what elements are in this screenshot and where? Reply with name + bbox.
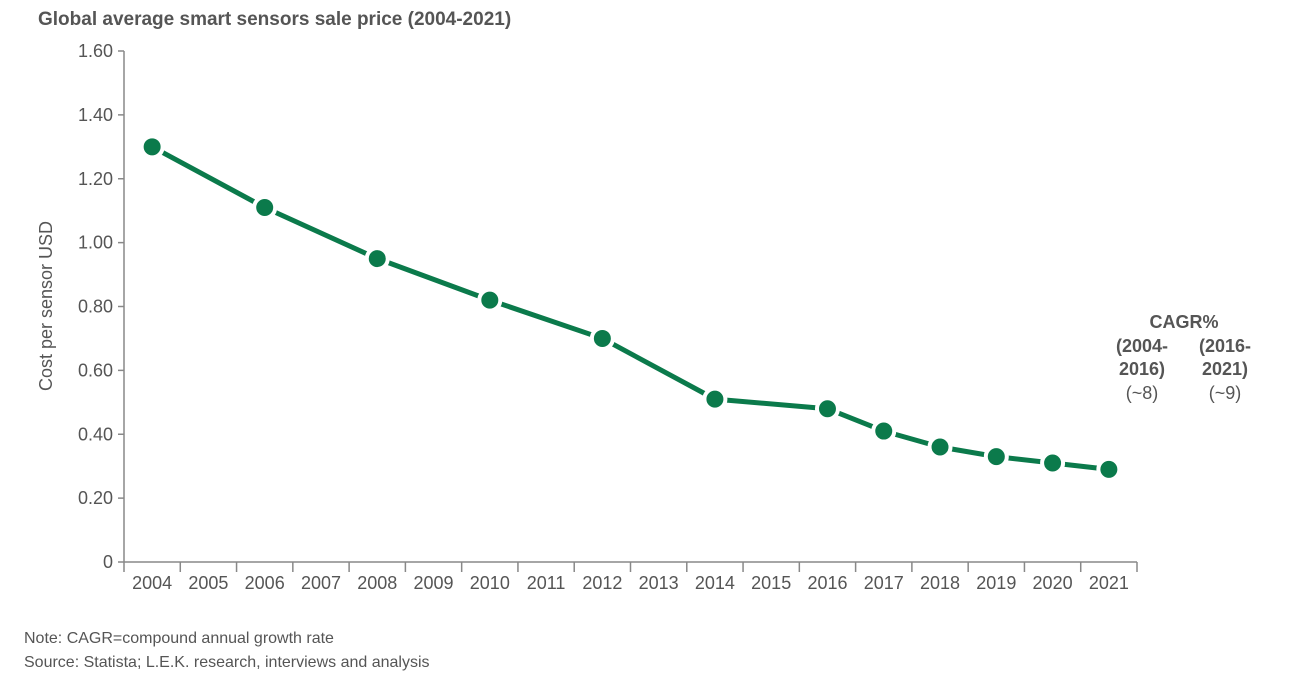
data-point: [364, 246, 390, 272]
data-point: [871, 418, 897, 444]
y-tick-label: 1.20: [78, 169, 113, 189]
cagr-period2-end: 2021): [1202, 359, 1248, 379]
x-tick-label: 2012: [582, 573, 622, 593]
data-point: [252, 194, 278, 220]
data-point: [814, 396, 840, 422]
data-point: [702, 386, 728, 412]
x-tick-label: 2017: [864, 573, 904, 593]
x-tick-label: 2008: [357, 573, 397, 593]
data-point: [139, 134, 165, 160]
y-tick-label: 0: [103, 552, 113, 572]
y-tick-label: 0.20: [78, 488, 113, 508]
x-tick-label: 2004: [132, 573, 172, 593]
data-point: [927, 434, 953, 460]
y-tick-label: 1.40: [78, 105, 113, 125]
cagr-period1-end: 2016): [1119, 359, 1165, 379]
source-text: Source: Statista; L.E.K. research, inter…: [24, 654, 430, 671]
cagr-period1-start: (2004-: [1116, 336, 1168, 356]
data-point: [477, 287, 503, 313]
x-tick-label: 2020: [1033, 573, 1073, 593]
x-tick-label: 2009: [414, 573, 454, 593]
data-point: [1040, 450, 1066, 476]
y-axis-label: Cost per sensor USD: [36, 221, 56, 391]
y-tick-label: 1.00: [78, 233, 113, 253]
x-tick-label: 2011: [527, 573, 566, 593]
data-point: [983, 444, 1009, 470]
x-tick-label: 2015: [751, 573, 791, 593]
series: [139, 134, 1122, 482]
x-tick-label: 2005: [188, 573, 228, 593]
series-line: [150, 144, 1110, 472]
note-text: Note: CAGR=compound annual growth rate: [24, 630, 334, 647]
axes: [118, 50, 1138, 572]
y-tick-label: 0.40: [78, 424, 113, 444]
x-tick-label: 2010: [470, 573, 510, 593]
cagr-period2-value: (~9): [1209, 383, 1242, 403]
data-point: [589, 325, 615, 351]
x-tick-label: 2014: [695, 573, 735, 593]
x-tick-label: 2018: [920, 573, 960, 593]
x-tick-label: 2021: [1089, 573, 1129, 593]
cagr-period1-value: (~8): [1126, 383, 1159, 403]
x-tick-label: 2007: [301, 573, 341, 593]
y-tick-label: 1.60: [78, 41, 113, 61]
chart-title: Global average smart sensors sale price …: [38, 9, 512, 30]
cagr-heading: CAGR%: [1149, 312, 1218, 332]
y-tick-label: 0.80: [78, 297, 113, 317]
tick-labels: 0 0.20 0.40 0.60 0.80 1.00 1.20 1.40 1.60 2004 200…: [78, 41, 1129, 593]
cagr-period2-start: (2016-: [1199, 336, 1251, 356]
data-point: [1096, 456, 1122, 482]
y-tick-label: 0.60: [78, 360, 113, 380]
x-tick-label: 2006: [245, 573, 285, 593]
x-tick-label: 2013: [639, 573, 679, 593]
x-tick-label: 2016: [807, 573, 847, 593]
x-tick-label: 2019: [976, 573, 1016, 593]
